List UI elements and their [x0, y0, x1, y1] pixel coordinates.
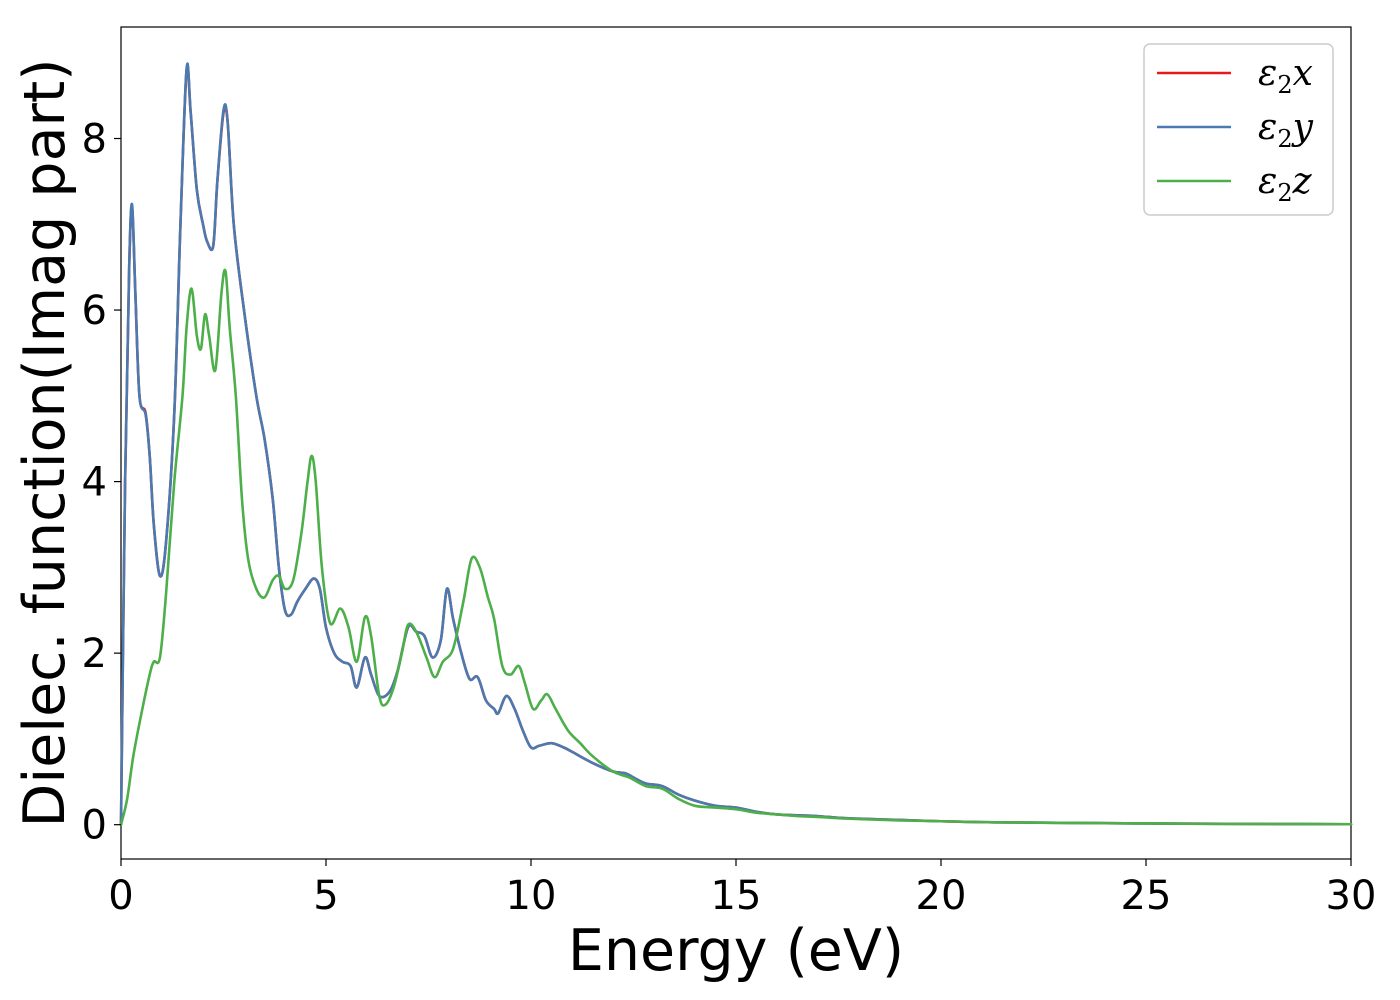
x-tick-label: 0 [108, 873, 133, 919]
y-tick-label: 4 [82, 460, 107, 506]
y-tick-label: 6 [82, 288, 107, 334]
series-layer [119, 62, 1353, 826]
x-axis-ticks: 0 5 10 15 20 25 30 [108, 859, 1376, 919]
x-tick-label: 15 [711, 873, 762, 919]
y-tick-label: 2 [82, 631, 107, 677]
legend-box [1143, 43, 1334, 216]
x-tick-label: 30 [1326, 873, 1377, 919]
x-tick-label: 5 [313, 873, 338, 919]
series-line-ε2y [119, 62, 1353, 826]
x-axis-title: Energy (eV) [568, 918, 904, 984]
y-tick-label: 0 [82, 803, 107, 849]
series-line-ε2z [119, 268, 1353, 826]
y-axis-title: Dielec. function(Imag part) [12, 58, 78, 827]
legend-label-ε2y: ε2y [1258, 107, 1314, 153]
legend-entries: ε2x ε2y ε2z [1157, 53, 1314, 207]
x-tick-label: 20 [916, 873, 967, 919]
x-tick-label: 10 [506, 873, 557, 919]
legend: ε2x ε2y ε2z [1143, 43, 1334, 216]
x-tick-label: 25 [1121, 873, 1172, 919]
legend-label-ε2x: ε2x [1258, 53, 1313, 99]
legend-label-ε2z: ε2z [1258, 161, 1313, 207]
y-tick-label: 8 [82, 117, 107, 163]
y-axis-ticks: 0 2 4 6 8 [82, 117, 121, 849]
